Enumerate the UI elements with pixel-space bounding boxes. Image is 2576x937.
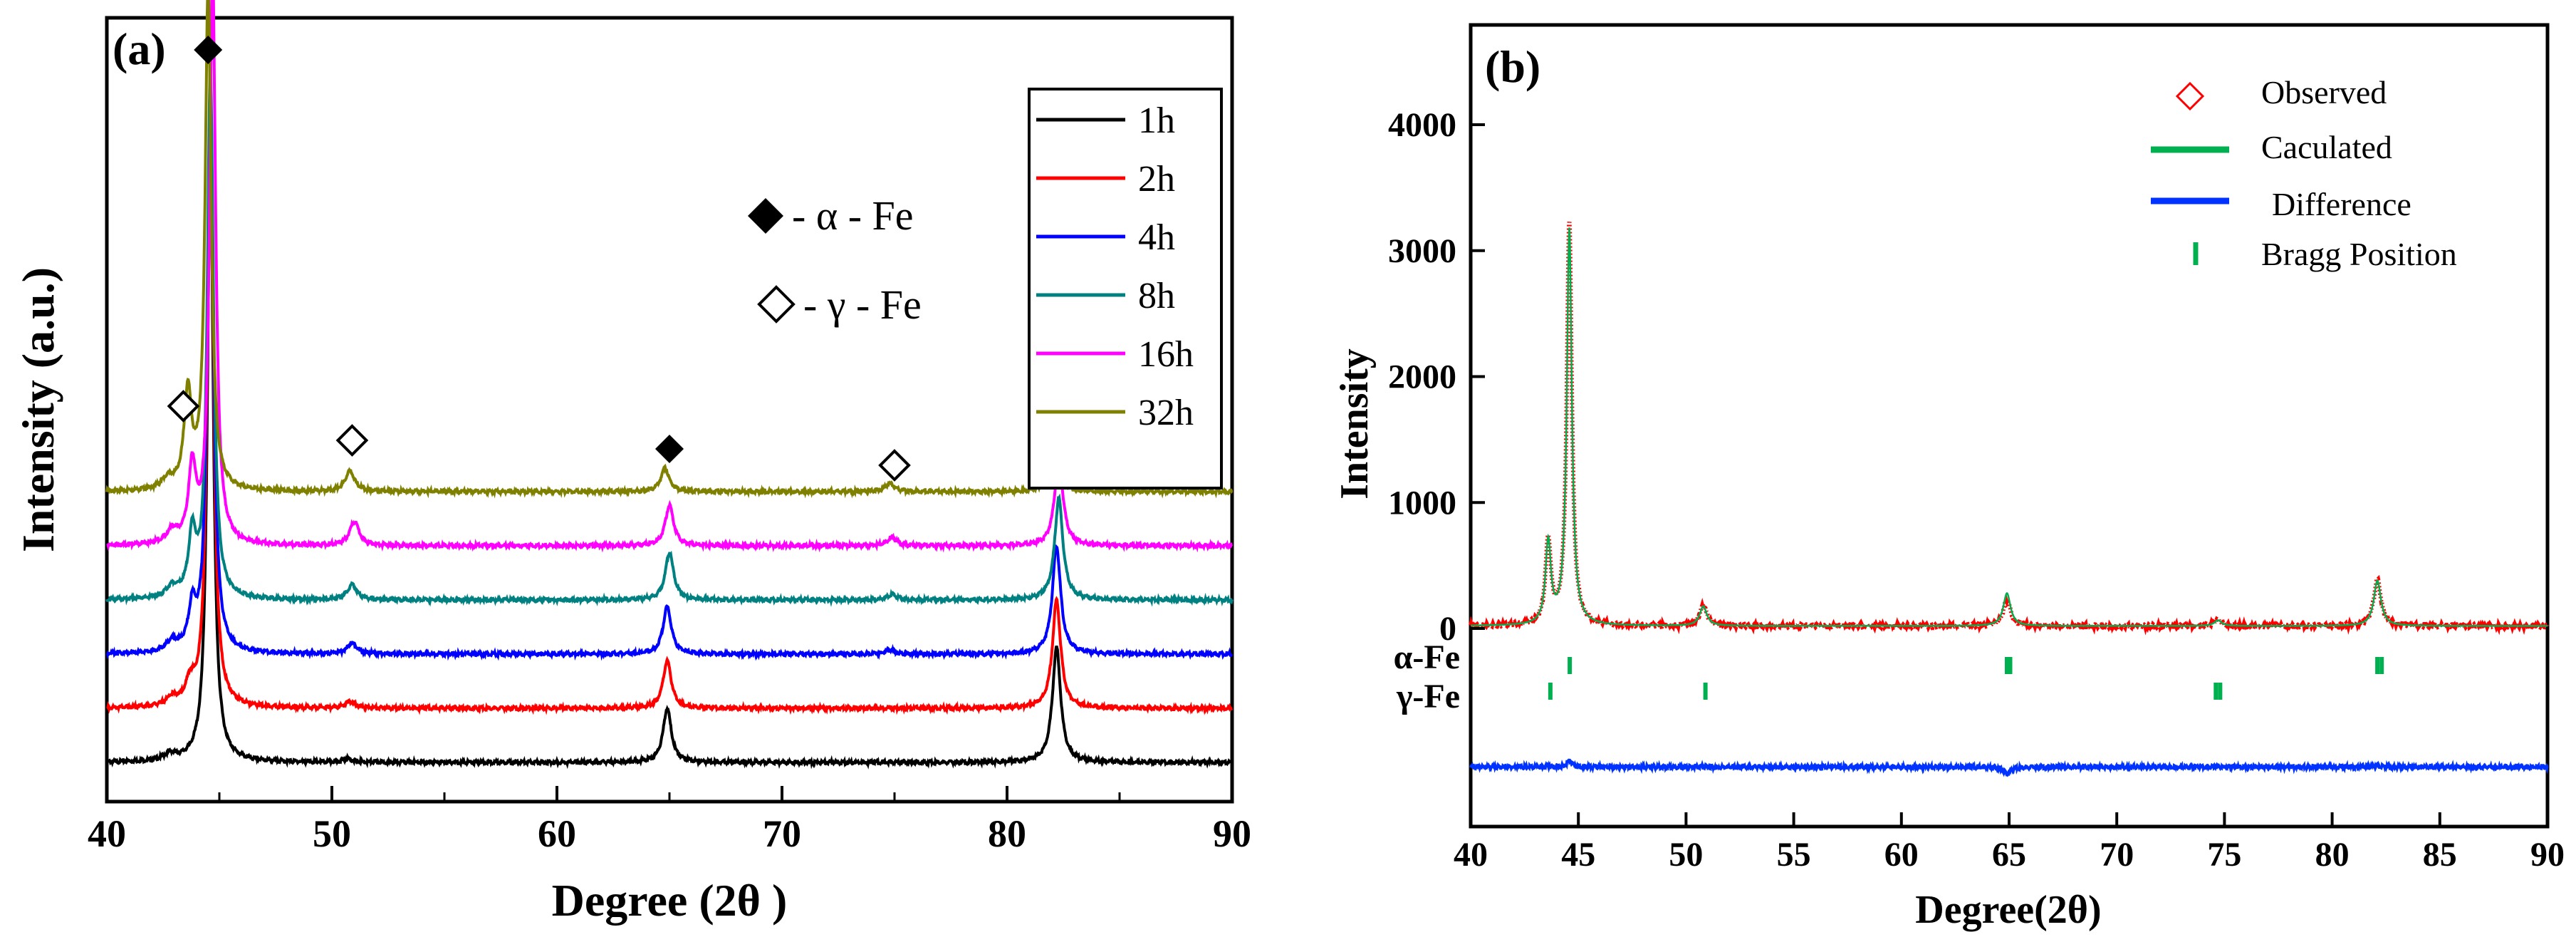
y-axis-ticks-b: 0 1000 2000 3000 4000 <box>1388 106 1485 648</box>
legend-label-1h: 1h <box>1138 100 1175 141</box>
phase-legend-alpha: - α - Fe <box>792 192 914 239</box>
x-tick-label-40: 40 <box>88 812 126 855</box>
y-tick-label-0: 0 <box>1439 610 1456 648</box>
x-tick-label-70: 70 <box>2100 836 2134 874</box>
x-tick-label-50: 50 <box>1669 836 1703 874</box>
x-tick-label-90: 90 <box>2530 836 2565 874</box>
peak-markers-a <box>167 36 1078 482</box>
observed-series <box>1469 222 2550 636</box>
series-curves-b <box>1469 222 2550 777</box>
legend-label-2h: 2h <box>1138 159 1175 200</box>
x-axis-ticks-a: 40 50 60 70 80 90 <box>88 786 1251 855</box>
open-diamond-icon <box>757 285 796 323</box>
panel-a: 40 50 60 70 80 90 (a) Degree (2θ ) Intensity … <box>13 0 1251 926</box>
filled-diamond-icon <box>748 198 783 234</box>
legend-label-4h: 4h <box>1138 217 1175 258</box>
series-line-2h <box>105 98 1234 715</box>
panel-b: 40 45 50 55 60 65 70 75 80 85 90 0 1000 2000 3000 4000… <box>1333 23 2565 932</box>
phase-legend-a: - α - Fe - γ - Fe <box>748 192 922 328</box>
y-axis-label-a: Intensity (a.u.) <box>13 267 63 552</box>
gamma-fe-marker <box>167 390 200 423</box>
bragg-phase-gamma: γ-Fe <box>1396 678 1460 715</box>
legend-difference: Difference <box>2272 186 2411 222</box>
series-line-8h <box>105 66 1234 607</box>
bragg-phase-alpha: α-Fe <box>1394 638 1460 676</box>
series-line-4h <box>105 83 1234 661</box>
x-axis-ticks-b: 40 45 50 55 60 65 70 75 80 85 90 <box>1454 812 2565 874</box>
x-tick-label-60: 60 <box>1884 836 1919 874</box>
gamma-fe-marker <box>335 424 369 457</box>
x-tick-label-90: 90 <box>1213 812 1251 855</box>
bragg-positions-b <box>1548 657 2384 700</box>
alpha-fe-marker <box>194 36 223 64</box>
alpha-fe-marker <box>655 435 684 463</box>
x-tick-label-65: 65 <box>1992 836 2026 874</box>
legend-b: Observed Caculated Difference Bragg Posi… <box>2151 74 2457 272</box>
x-axis-label-b: Degree(2θ) <box>1915 888 2101 932</box>
legend-box-a <box>1028 88 1223 490</box>
legend-a: 1h 2h 4h 8h 16h 32h <box>1028 88 1223 490</box>
panel-label-b: (b) <box>1485 41 1540 92</box>
legend-label-32h: 32h <box>1138 393 1194 433</box>
difference-series <box>1469 758 2549 777</box>
legend-observed: Observed <box>2261 74 2387 110</box>
x-tick-label-45: 45 <box>1561 836 1595 874</box>
x-tick-label-40: 40 <box>1454 836 1488 874</box>
calculated-series <box>1471 227 2548 627</box>
series-curves-a <box>105 0 1234 770</box>
observed-legend-icon <box>2175 81 2205 111</box>
x-tick-label-60: 60 <box>538 812 576 855</box>
gamma-fe-marker <box>878 449 911 482</box>
panel-label-a: (a) <box>113 24 166 74</box>
y-axis-label-b: Intensity <box>1333 348 1377 499</box>
y-tick-label-1000: 1000 <box>1388 484 1456 522</box>
x-tick-label-50: 50 <box>313 812 351 855</box>
x-tick-label-80: 80 <box>988 812 1026 855</box>
y-tick-label-4000: 4000 <box>1388 106 1456 144</box>
x-tick-label-55: 55 <box>1777 836 1811 874</box>
series-line-16h <box>106 0 1234 553</box>
x-tick-label-70: 70 <box>763 812 801 855</box>
legend-bragg: Bragg Position <box>2261 236 2457 272</box>
legend-label-16h: 16h <box>1138 334 1194 375</box>
y-tick-label-3000: 3000 <box>1388 232 1456 270</box>
series-line-1h <box>105 151 1233 770</box>
phase-legend-gamma: - γ - Fe <box>803 281 922 328</box>
legend-calculated: Caculated <box>2261 129 2392 165</box>
x-tick-label-85: 85 <box>2423 836 2457 874</box>
y-tick-label-2000: 2000 <box>1388 358 1456 396</box>
x-axis-label-a: Degree (2θ ) <box>552 875 788 926</box>
x-tick-label-80: 80 <box>2315 836 2350 874</box>
legend-label-8h: 8h <box>1138 276 1175 316</box>
x-tick-label-75: 75 <box>2207 836 2241 874</box>
